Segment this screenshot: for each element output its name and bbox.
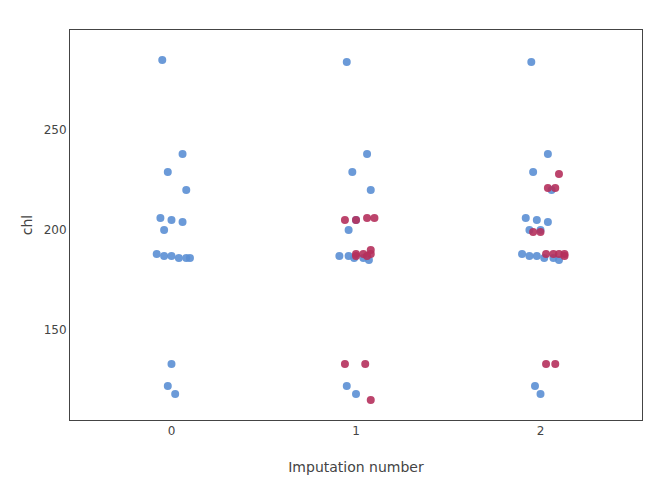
svg-text:2: 2: [537, 424, 545, 438]
svg-text:1: 1: [352, 424, 360, 438]
svg-text:Imputation number: Imputation number: [288, 459, 424, 475]
svg-text:chl: chl: [19, 215, 35, 235]
svg-text:0: 0: [168, 424, 176, 438]
svg-text:250: 250: [44, 123, 67, 137]
svg-text:150: 150: [44, 323, 67, 337]
svg-text:200: 200: [44, 223, 67, 237]
